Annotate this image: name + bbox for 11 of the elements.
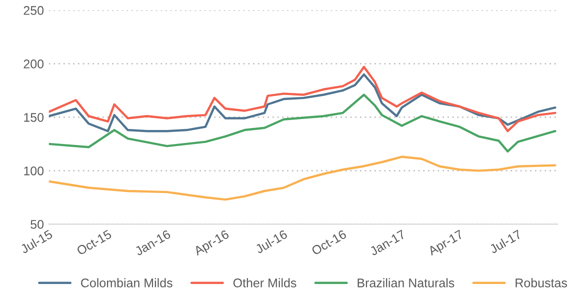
y-tick-label: 250 (24, 6, 44, 15)
y-tick-label: 50 (30, 220, 44, 229)
y-tick-label: 150 (24, 113, 44, 122)
legend-label: Other Milds (233, 278, 296, 288)
line-series (48, 156, 556, 201)
line-series (48, 94, 556, 153)
legend-label: Colombian Milds (81, 278, 172, 288)
legend-label: Robustas (516, 278, 568, 288)
y-tick-label: 100 (24, 166, 44, 176)
y-tick-label: 200 (24, 60, 44, 68)
legend-label: Brazilian Naturals (358, 278, 454, 288)
